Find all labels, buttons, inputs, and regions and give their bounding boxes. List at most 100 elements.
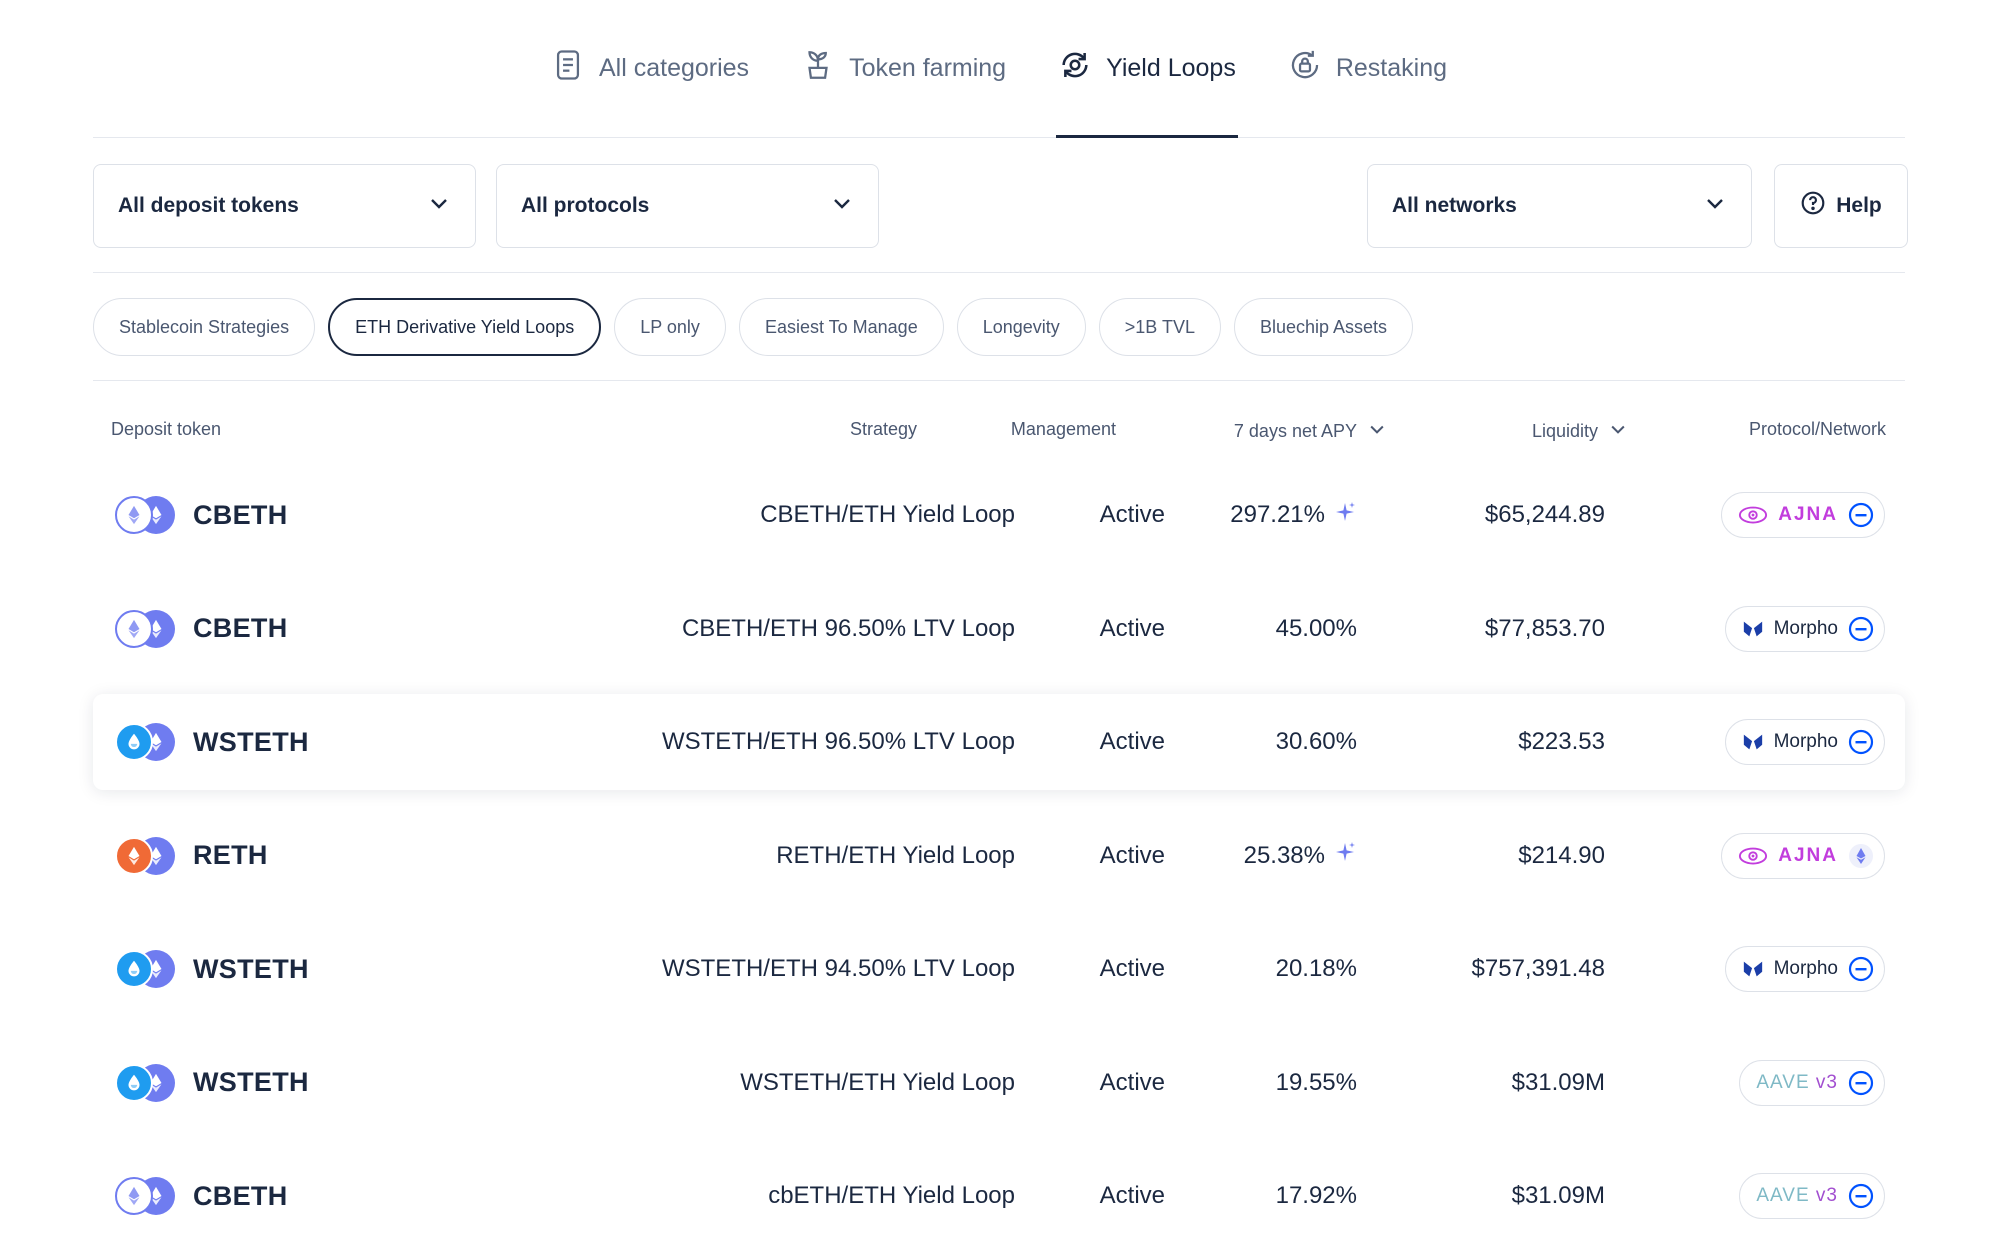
dropdown-label: All deposit tokens xyxy=(118,194,299,218)
networks-dropdown[interactable]: All networks xyxy=(1367,164,1752,248)
header-label: Liquidity xyxy=(1532,421,1598,442)
filter-chip[interactable]: Stablecoin Strategies xyxy=(93,298,315,356)
protocol-label: AJNA xyxy=(1778,845,1838,867)
apy-text: 45.00% xyxy=(1276,615,1357,643)
header-label: 7 days net APY xyxy=(1234,421,1357,442)
tab-yield-loops[interactable]: Yield Loops xyxy=(1056,0,1238,137)
deposit-token: RETH xyxy=(193,808,268,904)
tab-label: Yield Loops xyxy=(1106,54,1236,83)
header-liquidity-sort[interactable]: Liquidity xyxy=(1532,419,1628,444)
table-row[interactable]: CBETH CBETH/ETH 96.50% LTV Loop Active 4… xyxy=(93,581,1905,677)
filter-chip[interactable]: LP only xyxy=(614,298,726,356)
filter-chip[interactable]: >1B TVL xyxy=(1099,298,1221,356)
strategy-name: WSTETH/ETH Yield Loop xyxy=(740,1035,1015,1131)
deposit-token: WSTETH xyxy=(193,694,309,790)
header-management: Management xyxy=(1011,419,1116,440)
protocol-network-badge[interactable]: Morpho xyxy=(1725,719,1885,765)
loop-icon xyxy=(1058,48,1092,89)
protocol-network-badge[interactable]: AJNA xyxy=(1721,492,1885,538)
header-label: Protocol/Network xyxy=(1749,419,1886,440)
strategy-name: WSTETH/ETH 94.50% LTV Loop xyxy=(662,921,1015,1017)
filter-chip[interactable]: Longevity xyxy=(957,298,1086,356)
protocol-label: AAVE v3 xyxy=(1756,1072,1838,1094)
strategy-name: WSTETH/ETH 96.50% LTV Loop xyxy=(662,694,1015,790)
apy-text: 20.18% xyxy=(1276,955,1357,983)
table-row[interactable]: WSTETH WSTETH/ETH 94.50% LTV Loop Active… xyxy=(93,921,1905,1017)
category-tabs: All categories Token farming Yield Loops… xyxy=(93,0,1905,138)
filter-chip[interactable]: Easiest To Manage xyxy=(739,298,944,356)
token-pair-icons xyxy=(115,1064,175,1102)
help-label: Help xyxy=(1836,194,1882,218)
management-type: Active xyxy=(1100,1148,1165,1244)
apy-text: 30.60% xyxy=(1276,728,1357,756)
header-label: Deposit token xyxy=(111,419,221,440)
cbeth-icon xyxy=(115,610,153,648)
base-network-icon xyxy=(1848,956,1874,982)
management-type: Active xyxy=(1100,694,1165,790)
header-deposit-token: Deposit token xyxy=(111,419,221,440)
sparkle-icon xyxy=(1333,840,1357,871)
header-protocol-network: Protocol/Network xyxy=(1749,419,1886,440)
table-row[interactable]: RETH RETH/ETH Yield Loop Active 25.38% $… xyxy=(93,808,1905,904)
management-type: Active xyxy=(1100,808,1165,904)
management-type: Active xyxy=(1100,467,1165,563)
protocol-label: Morpho xyxy=(1774,958,1838,980)
dropdown-label: All protocols xyxy=(521,194,649,218)
wsteth-icon xyxy=(115,1064,153,1102)
apy-text: 25.38% xyxy=(1244,842,1325,870)
protocol-network-badge[interactable]: AAVE v3 xyxy=(1739,1060,1885,1106)
liquidity-value: $757,391.48 xyxy=(1472,921,1605,1017)
tab-label: All categories xyxy=(599,54,749,83)
table-row[interactable]: WSTETH WSTETH/ETH Yield Loop Active 19.5… xyxy=(93,1035,1905,1131)
table-row[interactable]: WSTETH WSTETH/ETH 96.50% LTV Loop Active… xyxy=(93,694,1905,790)
deposit-tokens-dropdown[interactable]: All deposit tokens xyxy=(93,164,476,248)
filter-chip[interactable]: ETH Derivative Yield Loops xyxy=(328,298,601,356)
ajna-logo-icon xyxy=(1738,846,1768,866)
liquidity-value: $223.53 xyxy=(1518,694,1605,790)
base-network-icon xyxy=(1848,1183,1874,1209)
apy-value: 19.55% xyxy=(1276,1035,1357,1131)
apy-value: 17.92% xyxy=(1276,1148,1357,1244)
protocol-label: AJNA xyxy=(1778,504,1838,526)
deposit-token: WSTETH xyxy=(193,1035,309,1131)
table-row[interactable]: CBETH CBETH/ETH Yield Loop Active 297.21… xyxy=(93,467,1905,563)
header-label: Strategy xyxy=(850,419,917,440)
strategy-name: RETH/ETH Yield Loop xyxy=(776,808,1015,904)
protocol-network-badge[interactable]: AAVE v3 xyxy=(1739,1173,1885,1219)
apy-text: 17.92% xyxy=(1276,1182,1357,1210)
deposit-token: CBETH xyxy=(193,467,288,563)
table-row[interactable]: CBETH cbETH/ETH Yield Loop Active 17.92%… xyxy=(93,1148,1905,1244)
help-button[interactable]: Help xyxy=(1774,164,1908,248)
chevron-down-icon xyxy=(1367,419,1387,444)
lock-refresh-icon xyxy=(1288,48,1322,89)
filter-chip[interactable]: Bluechip Assets xyxy=(1234,298,1413,356)
morpho-logo-icon xyxy=(1742,731,1764,753)
tab-all-categories[interactable]: All categories xyxy=(549,0,751,137)
apy-text: 297.21% xyxy=(1230,501,1325,529)
base-network-icon xyxy=(1848,1070,1874,1096)
protocols-dropdown[interactable]: All protocols xyxy=(496,164,879,248)
token-pair-icons xyxy=(115,610,175,648)
base-network-icon xyxy=(1848,729,1874,755)
protocol-network-badge[interactable]: Morpho xyxy=(1725,946,1885,992)
apy-value: 45.00% xyxy=(1276,581,1357,677)
divider xyxy=(93,272,1905,273)
header-apy-sort[interactable]: 7 days net APY xyxy=(1234,419,1387,444)
token-pair-icons xyxy=(115,496,175,534)
management-type: Active xyxy=(1100,921,1165,1017)
token-pair-icons xyxy=(115,950,175,988)
protocol-network-badge[interactable]: AJNA xyxy=(1721,833,1885,879)
deposit-token: WSTETH xyxy=(193,921,309,1017)
protocol-label: Morpho xyxy=(1774,731,1838,753)
protocol-network-badge[interactable]: Morpho xyxy=(1725,606,1885,652)
question-circle-icon xyxy=(1800,190,1826,222)
chevron-down-icon xyxy=(1703,191,1727,221)
header-label: Management xyxy=(1011,419,1116,440)
ajna-logo-icon xyxy=(1738,505,1768,525)
morpho-logo-icon xyxy=(1742,958,1764,980)
deposit-token: CBETH xyxy=(193,1148,288,1244)
management-type: Active xyxy=(1100,1035,1165,1131)
tab-token-farming[interactable]: Token farming xyxy=(799,0,1008,137)
protocol-label: AAVE v3 xyxy=(1756,1185,1838,1207)
tab-restaking[interactable]: Restaking xyxy=(1286,0,1449,137)
